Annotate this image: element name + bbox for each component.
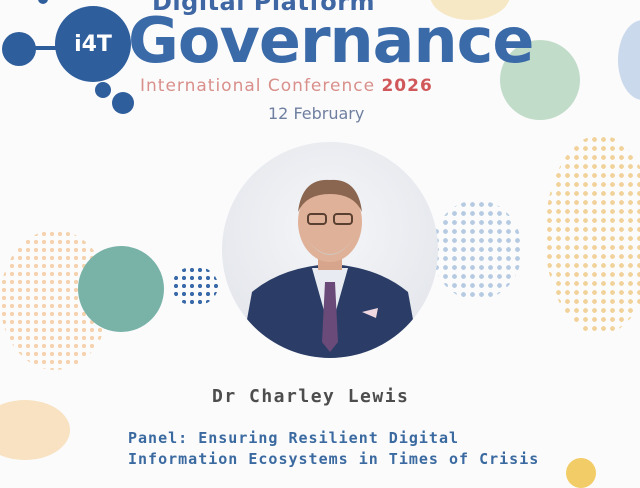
page-title: Governance xyxy=(128,4,534,77)
decor-gold-emblem xyxy=(566,458,596,488)
decor-gold-blob xyxy=(0,400,70,460)
decor-teal-circle xyxy=(78,246,164,332)
speaker-photo xyxy=(222,142,438,358)
logo-text: i4T xyxy=(74,31,112,57)
i4t-logo: i4T xyxy=(55,6,131,82)
speaker-name: Dr Charley Lewis xyxy=(212,386,410,407)
title-line1: Digital Platform xyxy=(152,0,376,16)
decor-dot-pattern xyxy=(545,135,640,335)
conference-date: 12 February xyxy=(268,104,365,123)
decor-blue-circle xyxy=(618,20,640,100)
decor-dot-pattern xyxy=(172,266,218,306)
conference-subtitle: International Conference 2026 xyxy=(140,76,433,96)
logo-node xyxy=(112,92,134,114)
logo-connector xyxy=(30,46,60,50)
decor-gold-blob xyxy=(430,0,510,20)
decor-teal-circle xyxy=(500,40,580,120)
logo-node xyxy=(38,0,48,4)
subtitle-text: International Conference xyxy=(140,76,376,96)
logo-node xyxy=(95,82,111,98)
conference-year: 2026 xyxy=(381,76,433,96)
decor-dot-pattern xyxy=(432,200,522,300)
panel-title: Panel: Ensuring Resilient Digital Inform… xyxy=(128,429,540,468)
